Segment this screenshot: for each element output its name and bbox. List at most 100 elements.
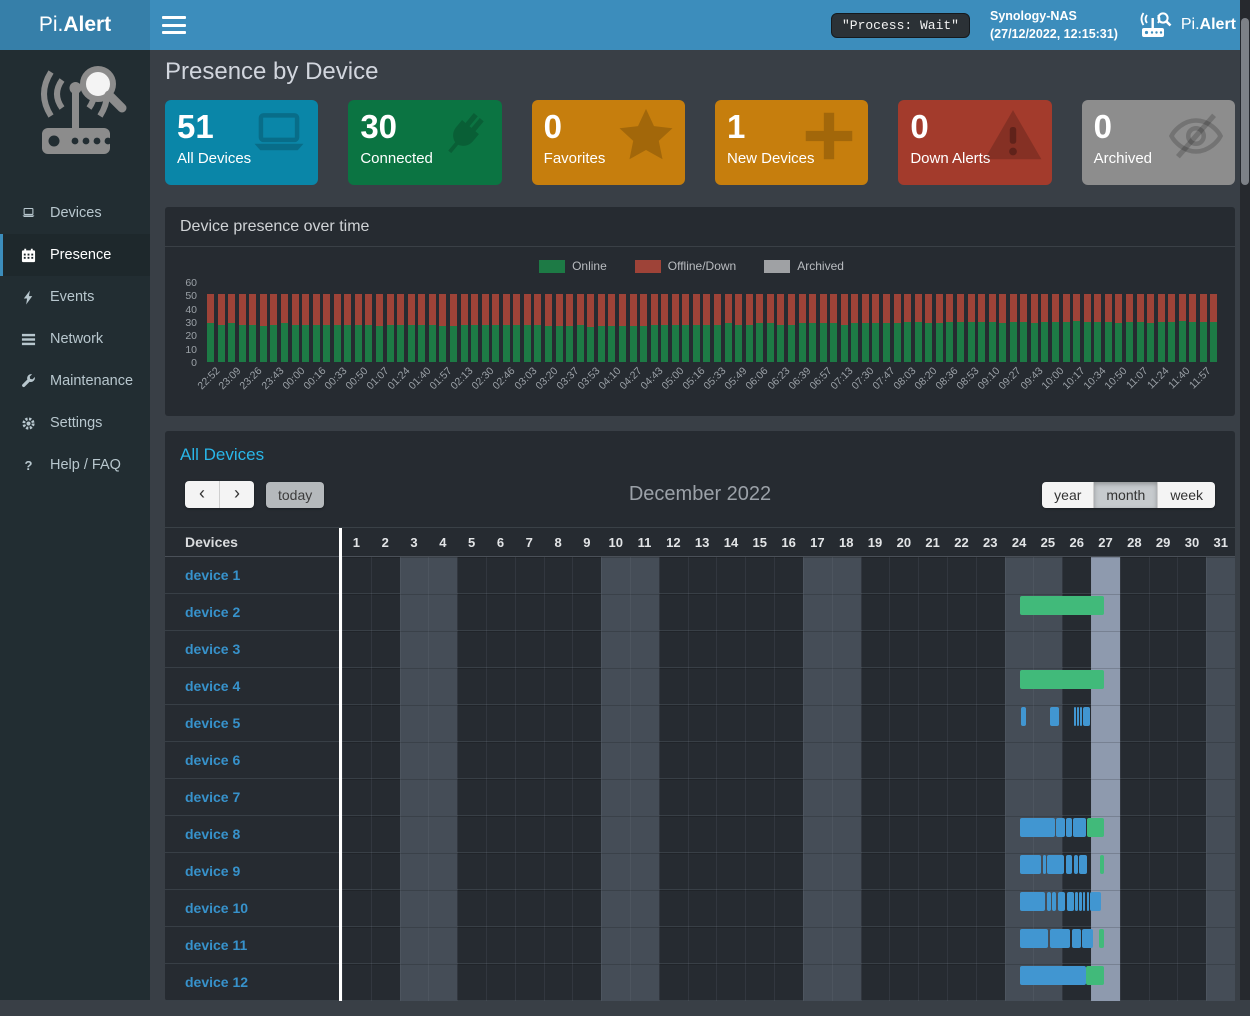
day-column bbox=[543, 557, 573, 1001]
device-link-device-7[interactable]: device 7 bbox=[185, 789, 241, 805]
sidebar-item-events[interactable]: Events bbox=[0, 276, 150, 318]
device-link-device-3[interactable]: device 3 bbox=[185, 641, 241, 657]
presence-bar-past[interactable] bbox=[1019, 818, 1055, 837]
presence-bar-past[interactable] bbox=[1019, 929, 1048, 948]
presence-bar-past[interactable] bbox=[1019, 966, 1086, 985]
presence-bar-past[interactable] bbox=[1019, 892, 1046, 911]
presence-bar-past[interactable] bbox=[1073, 855, 1079, 874]
brand-alert: Alert bbox=[63, 13, 112, 36]
presence-bar-current[interactable] bbox=[1019, 596, 1104, 615]
scrollbar-thumb[interactable] bbox=[1241, 18, 1249, 185]
sidebar-item-devices[interactable]: Devices bbox=[0, 192, 150, 234]
sidebar-item-network[interactable]: Network bbox=[0, 318, 150, 360]
presence-bar-past[interactable] bbox=[1052, 892, 1056, 911]
device-link-device-1[interactable]: device 1 bbox=[185, 567, 241, 583]
device-link-device-6[interactable]: device 6 bbox=[185, 752, 241, 768]
stacked-bar bbox=[291, 294, 299, 362]
presence-bar-past[interactable] bbox=[1065, 818, 1072, 837]
presence-bar-current[interactable] bbox=[1085, 966, 1104, 985]
infobox-new-devices[interactable]: 1 New Devices bbox=[714, 100, 869, 185]
device-link-device-5[interactable]: device 5 bbox=[185, 715, 241, 731]
presence-bar-past[interactable] bbox=[1080, 707, 1083, 726]
stacked-bar bbox=[302, 294, 310, 362]
presence-bar-past[interactable] bbox=[1046, 892, 1051, 911]
stacked-bar bbox=[597, 294, 605, 362]
presence-bar-past[interactable] bbox=[1083, 892, 1086, 911]
prev-month-button[interactable]: ‹ bbox=[185, 481, 219, 508]
presence-bar-past[interactable] bbox=[1079, 892, 1082, 911]
presence-bar-past[interactable] bbox=[1019, 855, 1042, 874]
presence-bar-past[interactable] bbox=[1083, 707, 1091, 726]
sidebar-item-presence[interactable]: Presence bbox=[0, 234, 150, 276]
day-column bbox=[716, 557, 746, 1001]
stacked-bar bbox=[946, 294, 954, 362]
presence-bar-past[interactable] bbox=[1055, 818, 1065, 837]
stacked-bar bbox=[861, 294, 869, 362]
presence-bar-past[interactable] bbox=[1072, 818, 1086, 837]
presence-bar-current[interactable] bbox=[1086, 818, 1104, 837]
today-button[interactable]: today bbox=[266, 481, 325, 508]
presence-bar-past[interactable] bbox=[1075, 892, 1079, 911]
view-switch-group: year month week bbox=[1042, 481, 1215, 508]
device-row: device 8 bbox=[165, 816, 1235, 853]
next-month-button[interactable]: › bbox=[219, 481, 254, 508]
view-button-month[interactable]: month bbox=[1093, 481, 1158, 508]
day-column bbox=[428, 557, 458, 1001]
sidebar-item-settings[interactable]: Settings bbox=[0, 402, 150, 444]
presence-bar-current[interactable] bbox=[1099, 855, 1104, 874]
infobox-archived[interactable]: 0 Archived bbox=[1081, 100, 1235, 185]
question-icon: ? bbox=[24, 457, 33, 473]
stacked-bar bbox=[502, 294, 510, 362]
day-header-30: 30 bbox=[1184, 534, 1200, 550]
day-column bbox=[946, 557, 976, 1001]
presence-bar-past[interactable] bbox=[1065, 855, 1073, 874]
day-header-26: 26 bbox=[1069, 534, 1084, 550]
device-link-device-9[interactable]: device 9 bbox=[185, 863, 241, 879]
device-link-device-11[interactable]: device 11 bbox=[185, 937, 248, 953]
day-header-1: 1 bbox=[352, 534, 361, 550]
presence-bar-past[interactable] bbox=[1082, 929, 1094, 948]
presence-bar-past[interactable] bbox=[1074, 707, 1077, 726]
device-link-device-2[interactable]: device 2 bbox=[185, 604, 241, 620]
presence-bar-past[interactable] bbox=[1077, 707, 1080, 726]
stacked-bar bbox=[1147, 294, 1155, 362]
presence-bar-past[interactable] bbox=[1047, 855, 1065, 874]
infobox-favorites[interactable]: 0 Favorites bbox=[531, 100, 685, 185]
day-column bbox=[1033, 557, 1063, 1001]
y-axis-tick: 30 bbox=[185, 317, 197, 329]
infobox-all-devices[interactable]: 51 All Devices bbox=[165, 100, 319, 185]
presence-bar-past[interactable] bbox=[1049, 707, 1060, 726]
presence-bar-past[interactable] bbox=[1086, 892, 1089, 911]
laptop-icon bbox=[248, 105, 310, 172]
view-button-year[interactable]: year bbox=[1042, 481, 1094, 508]
presence-bar-past[interactable] bbox=[1072, 929, 1081, 948]
device-link-device-12[interactable]: device 12 bbox=[185, 974, 249, 990]
brand-logo[interactable]: Pi. Alert bbox=[0, 0, 150, 50]
app-home-link[interactable]: Pi.Alert bbox=[1138, 12, 1236, 38]
presence-bar-past[interactable] bbox=[1066, 892, 1074, 911]
device-row: device 10 bbox=[165, 890, 1235, 927]
presence-calendar-table: Devices 1 2 3 4 5 6 7 8 9 10 11 12 13 14 15 16 17 18 19 20 21… bbox=[165, 527, 1235, 1001]
sidebar-item-help-faq[interactable]: ? Help / FAQ bbox=[0, 444, 150, 486]
device-link-device-10[interactable]: device 10 bbox=[185, 900, 249, 916]
infobox-connected[interactable]: 30 Connected bbox=[348, 100, 502, 185]
sidebar-toggle-icon[interactable] bbox=[162, 16, 186, 34]
sidebar-item-maintenance[interactable]: Maintenance bbox=[0, 360, 150, 402]
presence-bar-current[interactable] bbox=[1019, 670, 1104, 689]
presence-bar-past[interactable] bbox=[1090, 892, 1102, 911]
device-link-device-4[interactable]: device 4 bbox=[185, 678, 241, 694]
presence-bar-past[interactable] bbox=[1079, 855, 1088, 874]
day-header-14: 14 bbox=[723, 534, 739, 550]
stacked-bar bbox=[513, 294, 521, 362]
day-header-10: 10 bbox=[608, 534, 623, 550]
vertical-scrollbar[interactable] bbox=[1240, 0, 1250, 1000]
presence-bar-current[interactable] bbox=[1098, 929, 1104, 948]
device-link-device-8[interactable]: device 8 bbox=[185, 826, 241, 842]
presence-bar-past[interactable] bbox=[1057, 892, 1066, 911]
view-button-week[interactable]: week bbox=[1157, 481, 1215, 508]
presence-bar-past[interactable] bbox=[1021, 707, 1026, 726]
presence-bar-past[interactable] bbox=[1049, 929, 1071, 948]
day-column bbox=[1177, 557, 1207, 1001]
infobox-down-alerts[interactable]: 0 Down Alerts bbox=[898, 100, 1052, 185]
presence-bar-past[interactable] bbox=[1042, 855, 1047, 874]
